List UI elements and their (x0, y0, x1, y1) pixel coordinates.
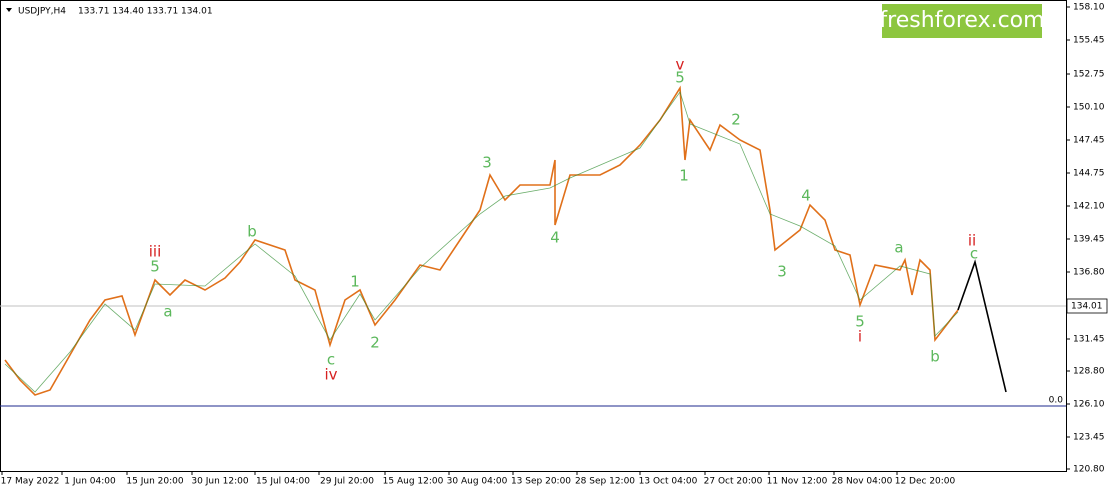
price-label: 123.45 (1073, 433, 1105, 443)
wave-label: 4 (801, 187, 811, 205)
wave-label: 2 (731, 111, 741, 129)
wave-label: 2 (370, 334, 380, 352)
time-label: 29 Jul 20:00 (320, 477, 374, 487)
wave-label: ii (968, 232, 976, 250)
current-price: 134.01 (1071, 302, 1103, 312)
wave-label: 5 (855, 313, 865, 331)
time-label: 30 Aug 04:00 (447, 477, 508, 487)
price-label: 128.80 (1073, 367, 1105, 377)
time-label: 11 Nov 12:00 (767, 477, 828, 487)
price-label: 136.80 (1073, 268, 1105, 278)
time-label: 30 Jun 12:00 (191, 477, 248, 487)
wave-label: a (894, 239, 903, 257)
wave-label: 5 (675, 69, 685, 87)
logo: freshforex.com (879, 8, 1044, 33)
time-label: 13 Oct 04:00 (639, 477, 698, 487)
symbol-menu[interactable] (6, 8, 12, 12)
wave-label: v (676, 56, 685, 74)
time-label: 15 Aug 12:00 (383, 477, 444, 487)
price-path-shadow (4, 91, 959, 393)
wave-label: c (327, 351, 335, 369)
time-label: 12 Dec 20:00 (895, 477, 956, 487)
time-label: 28 Nov 04:00 (832, 477, 893, 487)
wave-label: b (247, 223, 257, 241)
wave-label: 4 (550, 229, 560, 247)
wave-label: b (930, 348, 940, 366)
wave-label: 1 (350, 273, 360, 291)
price-label: 142.10 (1073, 202, 1105, 212)
price-label: 155.45 (1073, 36, 1105, 46)
time-label: 17 May 2022 (1, 477, 60, 487)
time-label: 15 Jun 20:00 (126, 477, 183, 487)
time-label: 15 Jul 04:00 (256, 477, 310, 487)
time-label: 13 Sep 20:00 (511, 477, 571, 487)
time-label: 1 Jun 04:00 (64, 477, 116, 487)
price-label: 139.45 (1073, 235, 1105, 245)
wave-label: c (970, 245, 978, 263)
time-label: 27 Oct 20:00 (704, 477, 763, 487)
wave-label: 3 (777, 263, 787, 281)
wave-label: 1 (679, 167, 689, 185)
current-price-box (1066, 298, 1108, 314)
price-label: 158.10 (1073, 3, 1105, 13)
wave-label: iii (149, 243, 162, 261)
price-label: 131.45 (1073, 335, 1105, 345)
symbol: USDJPY,H4 (18, 7, 66, 17)
wave-label: iv (324, 366, 337, 384)
wave-label: i (858, 328, 862, 346)
wave-label: 3 (482, 154, 492, 172)
time-label: 28 Sep 12:00 (575, 477, 635, 487)
wave-label: 5 (150, 258, 160, 276)
price-label: 126.10 (1073, 400, 1105, 410)
level-label: 0.0 (1049, 396, 1064, 406)
plot-frame (0, 0, 1067, 472)
price-label: 120.80 (1073, 465, 1105, 475)
ohlc: 133.71 134.40 133.71 134.01 (78, 7, 213, 17)
price-label: 144.75 (1073, 169, 1105, 179)
price-label: 150.10 (1073, 103, 1105, 113)
price-label: 152.75 (1073, 70, 1105, 80)
projection-arrow (957, 259, 1007, 393)
logo-box (882, 4, 1042, 38)
price-label: 147.45 (1073, 136, 1105, 146)
wave-label: a (163, 303, 172, 321)
